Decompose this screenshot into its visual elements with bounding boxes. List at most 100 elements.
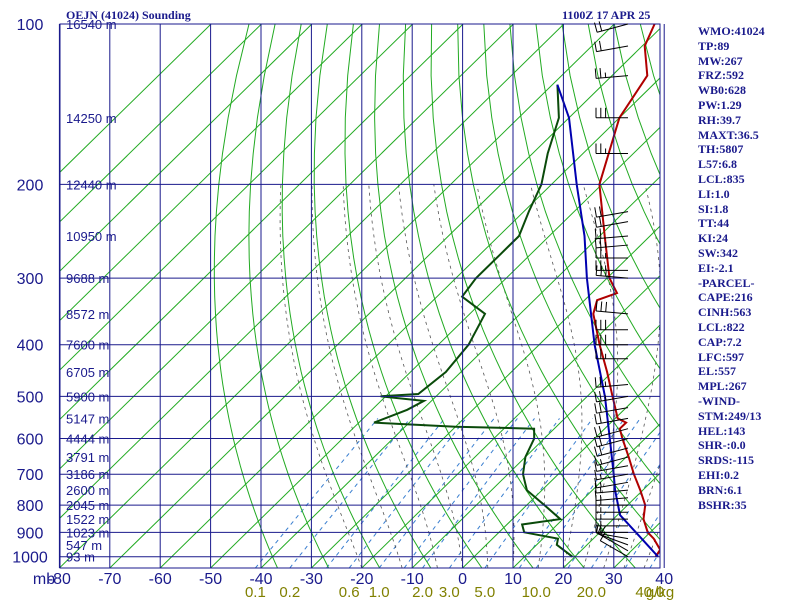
pressure-tick-label: 900 xyxy=(17,525,44,542)
index-row: SW:342 xyxy=(698,246,800,261)
mixing-ratio-label: 20.0 xyxy=(577,584,606,600)
wind-barb-flag xyxy=(595,447,598,457)
height-label: 10950 m xyxy=(66,229,117,244)
index-row: RH:39.7 xyxy=(698,113,800,128)
mixing-ratio-label: 0.1 xyxy=(245,584,266,600)
wind-barb xyxy=(595,377,628,387)
index-row: LFC:597 xyxy=(698,350,800,365)
temperature-tick-label: -80 xyxy=(48,571,71,588)
temperature-tick-label: 20 xyxy=(555,571,573,588)
isotherm xyxy=(0,24,362,568)
isotherm xyxy=(0,24,261,568)
index-row: KI:24 xyxy=(698,231,800,246)
height-label: 9688 m xyxy=(66,271,109,286)
dry-adiabat xyxy=(282,24,380,568)
index-row: MAXT:36.5 xyxy=(698,128,800,143)
mixing-ratio-label: 1.0 xyxy=(369,584,390,600)
index-row: EI:-2.1 xyxy=(698,261,800,276)
height-label: 2600 m xyxy=(66,483,109,498)
index-row: SRDS:-115 xyxy=(698,453,800,468)
index-row: FRZ:592 xyxy=(698,68,800,83)
pressure-tick-label: 500 xyxy=(17,389,44,406)
pressure-tick-label: 700 xyxy=(17,467,44,484)
index-row: MPL:267 xyxy=(698,379,800,394)
index-row: SHR-:0.0 xyxy=(698,438,800,453)
height-label: 93 m xyxy=(66,550,95,565)
mixing-ratio-line xyxy=(327,418,445,568)
pressure-tick-label: 400 xyxy=(17,338,44,355)
index-row: -PARCEL- xyxy=(698,276,800,291)
wind-barb xyxy=(596,349,628,359)
index-row: CAP:7.2 xyxy=(698,335,800,350)
height-label: 12440 m xyxy=(66,177,117,192)
index-row: TH:5807 xyxy=(698,142,800,157)
index-row: TT:44 xyxy=(698,216,800,231)
height-label: 4444 m xyxy=(66,432,109,447)
height-label: 14250 m xyxy=(66,111,117,126)
wind-barb-flag xyxy=(595,217,597,227)
index-row: WMO:41024 xyxy=(698,24,800,39)
isotherm xyxy=(110,24,665,568)
mixing-ratio-label: 0.6 xyxy=(339,584,360,600)
index-row: CAPE:216 xyxy=(698,290,800,305)
moist-adiabat xyxy=(477,184,545,568)
mixing-ratio-unit: g/kg xyxy=(646,584,674,600)
index-row: -WIND- xyxy=(698,394,800,409)
dry-adiabat xyxy=(375,24,533,568)
index-row: LCL:822 xyxy=(698,320,800,335)
temperature-tick-label: 30 xyxy=(605,571,623,588)
wind-barb xyxy=(595,403,628,414)
wind-barb-half-flag xyxy=(600,482,601,487)
wind-barb-flag xyxy=(595,42,597,52)
pressure-tick-label: 200 xyxy=(17,177,44,194)
temperature-tick-label: -60 xyxy=(149,571,172,588)
index-row: MW:267 xyxy=(698,54,800,69)
station-title: OEJN (41024) Sounding xyxy=(66,8,191,23)
wind-barb-flag xyxy=(600,237,601,247)
pressure-tick-label: 300 xyxy=(17,271,44,288)
plot-area xyxy=(0,24,800,568)
isotherm xyxy=(211,24,766,568)
pressure-tick-label: 800 xyxy=(17,498,44,515)
index-row: BSHR:35 xyxy=(698,498,800,513)
mixing-ratio-label: 0.2 xyxy=(279,584,300,600)
height-label: 5900 m xyxy=(66,389,109,404)
wind-barb-flag xyxy=(600,68,601,78)
isotherm xyxy=(160,24,715,568)
index-row: CINH:563 xyxy=(698,305,800,320)
mixing-ratio-line xyxy=(290,418,410,568)
mixing-ratio-label: 2.0 xyxy=(412,584,433,600)
wind-barb-flag xyxy=(600,228,601,238)
index-row: LCL:835 xyxy=(698,172,800,187)
index-row: L57:6.8 xyxy=(698,157,800,172)
index-row: EL:557 xyxy=(698,364,800,379)
wind-barb-flag xyxy=(595,403,597,413)
index-row: HEL:143 xyxy=(698,424,800,439)
wind-barb-column xyxy=(595,21,628,556)
time-stamp: 1100Z 17 APR 25 xyxy=(562,8,650,23)
mixing-ratio-line xyxy=(255,418,378,568)
mixing-ratio-label: 5.0 xyxy=(474,584,495,600)
isotherm xyxy=(0,24,413,568)
wind-barb xyxy=(596,248,628,258)
isotherm xyxy=(0,24,312,568)
wind-barb-flag xyxy=(599,413,601,423)
temperature-tick-label: -50 xyxy=(199,571,222,588)
temperature-tick-label: -70 xyxy=(98,571,121,588)
wind-barb-flag xyxy=(595,427,598,437)
wind-barb xyxy=(595,483,628,493)
temperature-tick-label: -30 xyxy=(300,571,323,588)
mixing-ratio-label: 3.0 xyxy=(439,584,460,600)
dry-adiabat xyxy=(314,24,431,568)
height-label: 3186 m xyxy=(66,467,109,482)
mixing-ratio-label: 10.0 xyxy=(522,584,551,600)
mixing-ratio-line xyxy=(536,418,640,568)
moist-adiabat xyxy=(312,184,402,568)
height-label: 5147 m xyxy=(66,411,109,426)
wind-barb-flag xyxy=(601,301,602,311)
pressure-tick-label: 1000 xyxy=(12,550,48,567)
moist-adiabat xyxy=(604,184,661,568)
